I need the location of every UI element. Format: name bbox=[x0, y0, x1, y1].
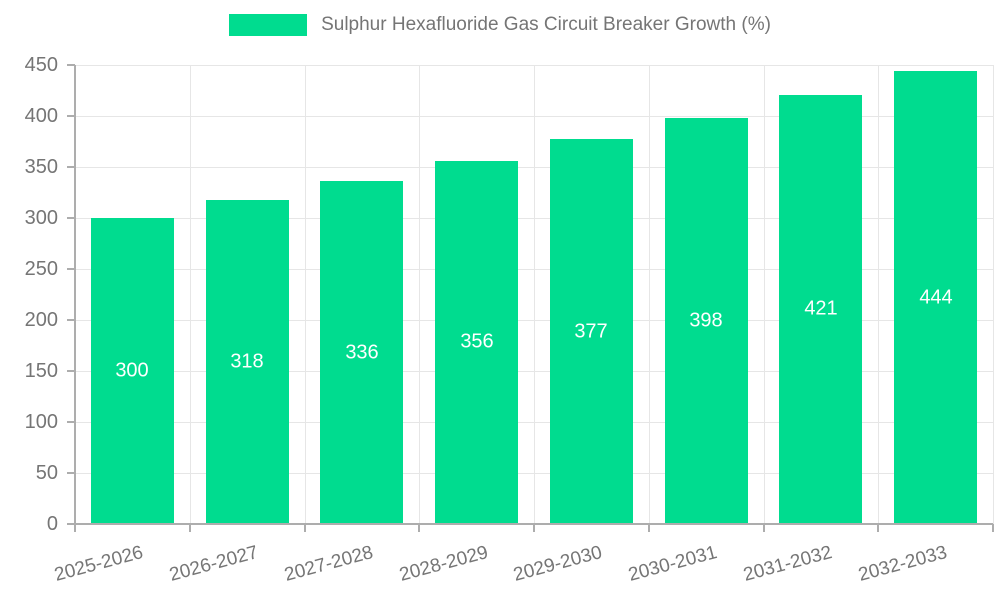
x-axis-tick bbox=[189, 524, 191, 532]
bar bbox=[435, 161, 518, 523]
x-axis-tick-label: 2031-2032 bbox=[741, 542, 835, 586]
x-axis-tick-label: 2030-2031 bbox=[626, 542, 720, 586]
bar-value-label: 336 bbox=[345, 341, 379, 364]
legend-swatch-icon bbox=[229, 14, 308, 36]
x-axis-tick bbox=[74, 524, 76, 532]
bar bbox=[206, 200, 289, 523]
bar bbox=[779, 95, 862, 523]
y-axis-tick bbox=[67, 115, 75, 117]
grid-line-vertical bbox=[993, 65, 994, 524]
y-axis-tick-label: 250 bbox=[24, 258, 58, 280]
x-axis-tick bbox=[648, 524, 650, 532]
x-axis-tick bbox=[877, 524, 879, 532]
y-axis-tick bbox=[67, 268, 75, 270]
y-axis-tick-label: 300 bbox=[24, 207, 58, 229]
y-axis-tick bbox=[67, 64, 75, 66]
bar-value-label: 421 bbox=[804, 297, 838, 320]
x-axis-tick bbox=[763, 524, 765, 532]
y-axis-tick bbox=[67, 217, 75, 219]
x-axis-tick bbox=[418, 524, 420, 532]
y-axis-tick-label: 350 bbox=[24, 156, 58, 178]
bar-value-label: 300 bbox=[115, 359, 149, 382]
grid-line-vertical bbox=[649, 65, 650, 524]
y-axis-tick-label: 400 bbox=[24, 105, 58, 127]
grid-line-vertical bbox=[764, 65, 765, 524]
y-axis-tick bbox=[67, 166, 75, 168]
y-axis-tick bbox=[67, 472, 75, 474]
x-axis-tick-label: 2026-2027 bbox=[167, 542, 261, 586]
grid-line-vertical bbox=[878, 65, 879, 524]
x-axis-tick-label: 2032-2033 bbox=[856, 542, 950, 586]
grid-line-vertical bbox=[305, 65, 306, 524]
bar-value-label: 444 bbox=[919, 286, 953, 309]
bar-value-label: 398 bbox=[689, 309, 723, 332]
x-axis-tick-label: 2027-2028 bbox=[282, 542, 376, 586]
bar bbox=[894, 71, 977, 523]
legend[interactable]: Sulphur Hexafluoride Gas Circuit Breaker… bbox=[0, 14, 1000, 36]
x-axis-tick bbox=[992, 524, 994, 532]
bar bbox=[91, 218, 174, 523]
x-axis-tick-label: 2025-2026 bbox=[52, 542, 146, 586]
y-axis-tick-label: 0 bbox=[46, 513, 58, 535]
y-axis-tick bbox=[67, 523, 75, 525]
grid-line-vertical bbox=[190, 65, 191, 524]
bar-value-label: 318 bbox=[230, 350, 264, 373]
bar-value-label: 377 bbox=[574, 320, 608, 343]
y-axis-tick-label: 450 bbox=[24, 54, 58, 76]
y-axis-tick-label: 100 bbox=[24, 411, 58, 433]
x-axis-tick-label: 2029-2030 bbox=[511, 542, 605, 586]
y-axis-line bbox=[74, 65, 76, 524]
y-axis-tick-label: 200 bbox=[24, 309, 58, 331]
bar bbox=[665, 118, 748, 523]
y-axis-tick-label: 50 bbox=[35, 462, 58, 484]
y-axis-tick bbox=[67, 319, 75, 321]
x-axis-line bbox=[74, 523, 993, 525]
bar-value-label: 356 bbox=[460, 330, 494, 353]
bar bbox=[320, 181, 403, 523]
y-axis-tick bbox=[67, 421, 75, 423]
grid-line-vertical bbox=[419, 65, 420, 524]
x-axis-tick bbox=[304, 524, 306, 532]
y-axis-tick-label: 150 bbox=[24, 360, 58, 382]
x-axis-tick-label: 2028-2029 bbox=[397, 542, 491, 586]
y-axis-tick bbox=[67, 370, 75, 372]
legend-label: Sulphur Hexafluoride Gas Circuit Breaker… bbox=[321, 14, 771, 35]
grid-line-vertical bbox=[534, 65, 535, 524]
bar bbox=[550, 139, 633, 523]
x-axis-tick bbox=[533, 524, 535, 532]
